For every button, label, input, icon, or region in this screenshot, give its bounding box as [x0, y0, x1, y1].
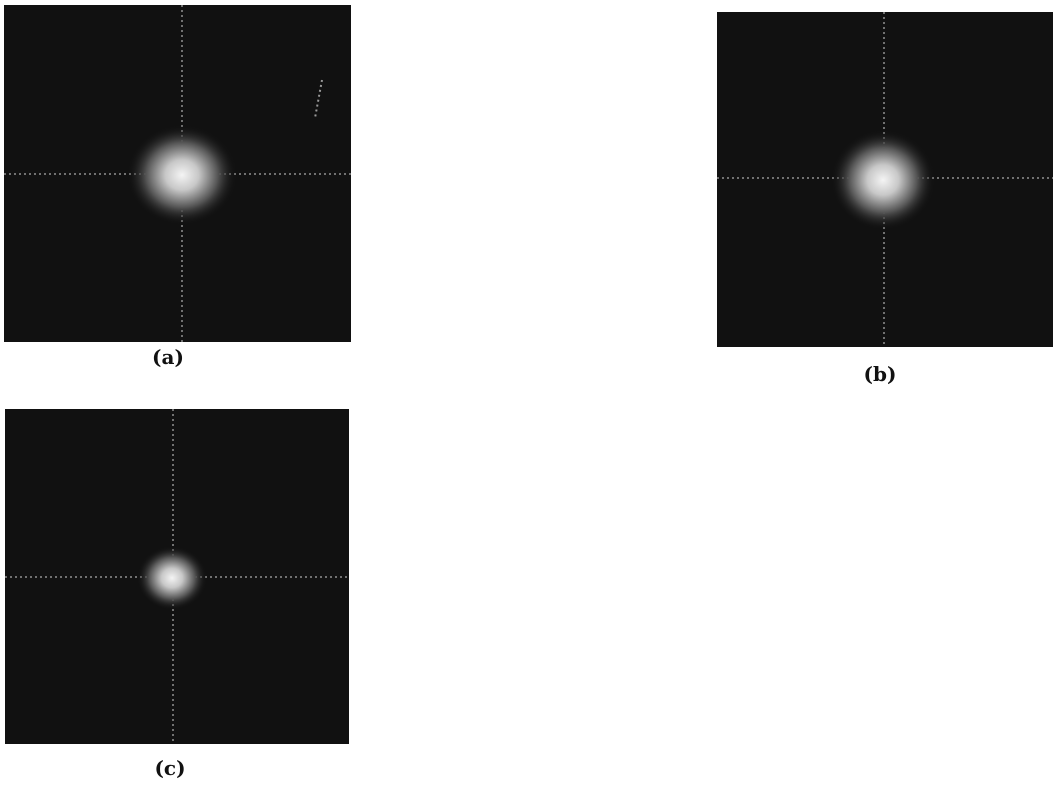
panel-label: (b) [864, 362, 897, 386]
panel-c-image [5, 409, 349, 744]
panel-b-image [717, 12, 1053, 347]
panel-a-image [4, 5, 351, 342]
panel-label: (a) [152, 345, 184, 369]
panel-label: (c) [154, 756, 185, 780]
